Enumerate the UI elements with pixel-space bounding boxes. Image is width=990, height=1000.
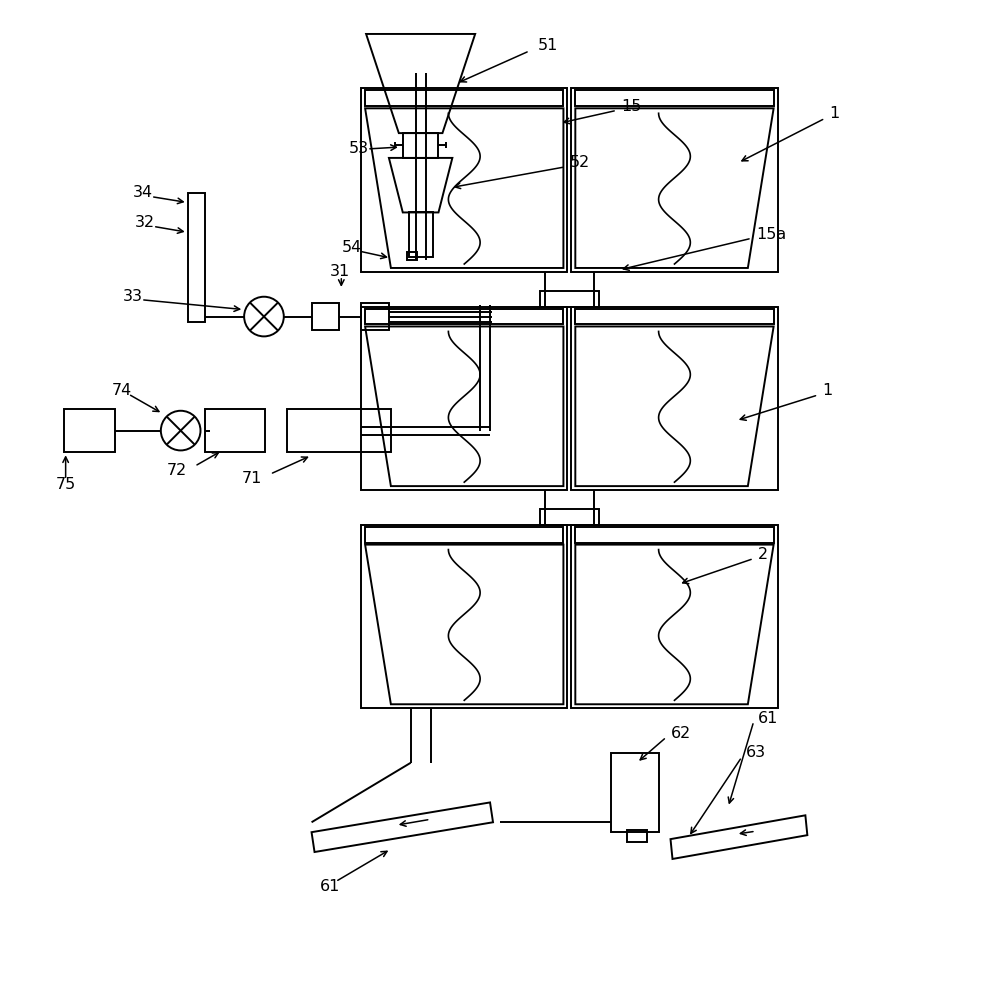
- Text: 71: 71: [243, 471, 262, 486]
- Bar: [409, 212, 433, 257]
- Text: 15a: 15a: [755, 227, 786, 242]
- Bar: [188, 193, 206, 322]
- Bar: [571, 307, 777, 490]
- Bar: [365, 309, 563, 324]
- Bar: [407, 252, 417, 260]
- Bar: [403, 133, 439, 158]
- Text: 34: 34: [133, 185, 153, 200]
- Bar: [540, 509, 599, 525]
- Bar: [312, 303, 340, 330]
- Text: 1: 1: [823, 383, 833, 398]
- Text: 62: 62: [670, 726, 691, 741]
- Bar: [63, 409, 115, 452]
- Bar: [611, 753, 658, 832]
- Text: 51: 51: [538, 38, 558, 53]
- Bar: [361, 88, 567, 272]
- Bar: [206, 409, 265, 452]
- Bar: [365, 90, 563, 106]
- Text: 1: 1: [830, 106, 840, 121]
- Bar: [571, 88, 777, 272]
- Bar: [575, 309, 773, 324]
- Bar: [361, 303, 389, 330]
- Text: 15: 15: [621, 99, 642, 114]
- Text: 31: 31: [330, 264, 349, 279]
- Text: 2: 2: [757, 547, 768, 562]
- Text: 52: 52: [569, 155, 590, 170]
- Text: 32: 32: [135, 215, 155, 230]
- Bar: [575, 90, 773, 106]
- Text: 33: 33: [123, 289, 144, 304]
- Text: 54: 54: [342, 240, 361, 255]
- Bar: [361, 307, 567, 490]
- Text: 75: 75: [55, 477, 76, 492]
- Bar: [540, 291, 599, 307]
- Text: 74: 74: [111, 383, 132, 398]
- Bar: [627, 830, 646, 842]
- Text: 61: 61: [320, 879, 340, 894]
- Text: 72: 72: [166, 463, 187, 478]
- Text: 53: 53: [349, 141, 369, 156]
- Bar: [287, 409, 391, 452]
- Text: 61: 61: [757, 711, 778, 726]
- Text: 63: 63: [745, 745, 766, 760]
- Bar: [365, 527, 563, 543]
- Bar: [575, 527, 773, 543]
- Bar: [361, 525, 567, 708]
- Bar: [571, 525, 777, 708]
